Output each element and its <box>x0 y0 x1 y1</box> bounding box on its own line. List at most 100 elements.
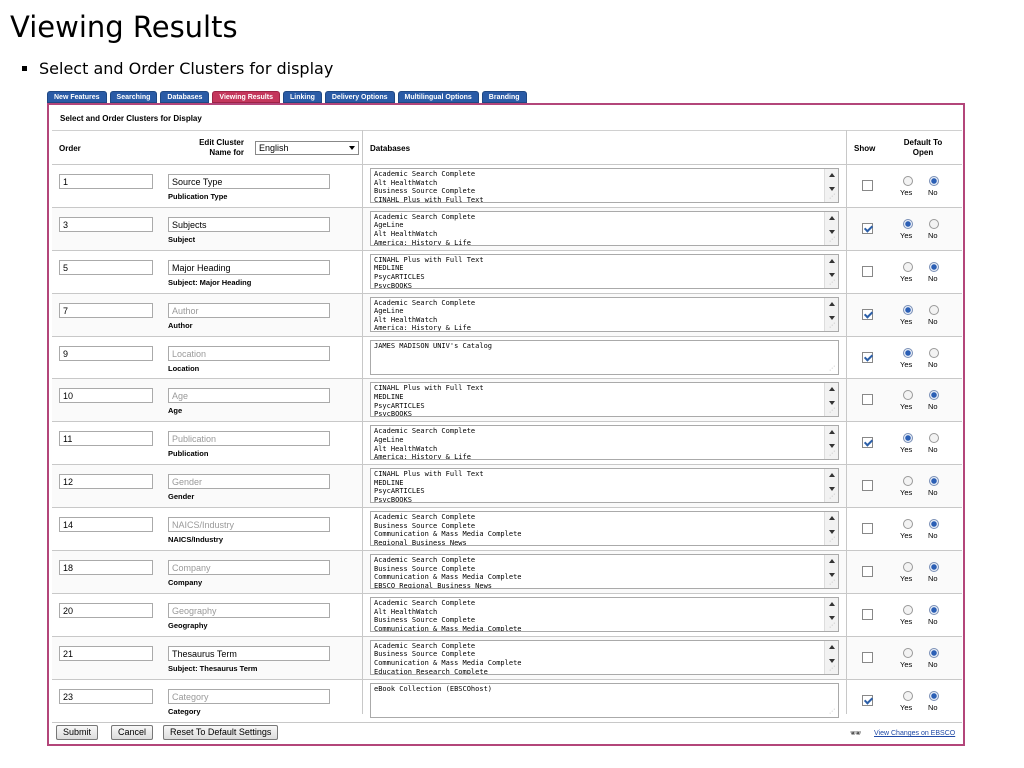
scroll-down-icon[interactable] <box>829 444 835 449</box>
default-open-yes-radio[interactable] <box>903 218 913 229</box>
default-open-no-radio[interactable] <box>929 562 939 573</box>
resize-grip-icon[interactable]: ⋰ <box>829 321 835 329</box>
show-checkbox[interactable] <box>862 180 873 191</box>
databases-list[interactable]: Academic Search Complete Alt HealthWatch B… <box>370 168 839 203</box>
cluster-name-input[interactable]: Publication <box>168 431 330 447</box>
cluster-name-input[interactable]: NAICS/Industry <box>168 517 330 533</box>
order-input[interactable]: 14 <box>59 517 153 533</box>
scroll-down-icon[interactable] <box>829 229 835 234</box>
show-checkbox[interactable] <box>862 265 873 277</box>
default-open-yes-radio[interactable] <box>903 562 913 573</box>
scrollbar[interactable] <box>824 254 838 288</box>
order-input[interactable]: 20 <box>59 602 153 618</box>
cluster-name-input[interactable]: Company <box>168 560 330 576</box>
show-checkbox[interactable] <box>862 480 873 492</box>
default-open-yes-radio[interactable] <box>903 647 913 658</box>
cluster-name-input[interactable]: Category <box>168 688 330 704</box>
resize-grip-icon[interactable]: ⋰ <box>829 579 835 587</box>
scroll-down-icon[interactable] <box>829 658 835 663</box>
scrollbar[interactable] <box>824 169 838 202</box>
scrollbar[interactable] <box>824 426 838 460</box>
show-checkbox[interactable] <box>862 308 873 320</box>
scroll-down-icon[interactable] <box>829 272 835 277</box>
default-open-no-radio[interactable] <box>929 218 939 229</box>
order-input[interactable]: 7 <box>59 302 153 318</box>
databases-list[interactable]: Academic Search Complete Business Source … <box>370 554 839 590</box>
cluster-name-input[interactable]: Major Heading <box>168 259 330 275</box>
default-open-yes-radio[interactable] <box>903 261 913 272</box>
default-open-yes-radio[interactable] <box>903 690 913 701</box>
scroll-up-icon[interactable] <box>829 301 835 306</box>
cluster-name-input[interactable]: Source Type <box>168 174 330 189</box>
databases-list[interactable]: Academic Search Complete AgeLine Alt Healt… <box>370 296 839 332</box>
show-checkbox[interactable] <box>862 437 873 449</box>
resize-grip-icon[interactable]: ⋰ <box>829 235 835 243</box>
show-checkbox[interactable] <box>862 566 873 578</box>
scrollbar[interactable] <box>824 211 838 245</box>
submit-button[interactable]: Submit <box>56 725 99 740</box>
show-checkbox[interactable] <box>862 523 873 535</box>
scroll-down-icon[interactable] <box>829 401 835 406</box>
databases-list[interactable]: CINAHL Plus with Full Text MEDLINE PsycART… <box>370 253 839 289</box>
databases-list[interactable]: Academic Search Complete Business Source … <box>370 511 839 547</box>
resize-grip-icon[interactable]: ⋰ <box>829 707 835 715</box>
default-open-yes-radio[interactable] <box>903 476 913 487</box>
scroll-down-icon[interactable] <box>829 615 835 620</box>
databases-list[interactable]: CINAHL Plus with Full Text MEDLINE PsycART… <box>370 382 839 418</box>
databases-list[interactable]: Academic Search Complete Business Source … <box>370 639 839 675</box>
resize-grip-icon[interactable]: ⋰ <box>829 664 835 672</box>
databases-list[interactable]: eBook Collection (EBSCOhost) ⋰ <box>370 682 839 718</box>
default-open-no-radio[interactable] <box>929 647 939 658</box>
default-open-no-radio[interactable] <box>929 690 939 701</box>
tab-databases[interactable]: Databases <box>160 91 210 103</box>
order-input[interactable]: 3 <box>59 216 153 232</box>
databases-list[interactable]: JAMES MADISON UNIV's Catalog ⋰ <box>370 339 839 375</box>
scrollbar[interactable] <box>824 383 838 417</box>
databases-list[interactable]: Academic Search Complete AgeLine Alt Healt… <box>370 425 839 461</box>
tab-searching[interactable]: Searching <box>109 91 158 103</box>
default-open-yes-radio[interactable] <box>903 347 913 358</box>
language-select[interactable]: English <box>255 141 359 155</box>
reset-defaults-button[interactable]: Reset To Default Settings <box>163 725 279 740</box>
scrollbar[interactable] <box>824 597 838 631</box>
show-checkbox[interactable] <box>862 351 873 363</box>
default-open-yes-radio[interactable] <box>903 390 913 401</box>
default-open-yes-radio[interactable] <box>903 433 913 444</box>
scroll-down-icon[interactable] <box>829 530 835 535</box>
default-open-yes-radio[interactable] <box>903 604 913 615</box>
default-open-no-radio[interactable] <box>929 604 939 615</box>
scroll-down-icon[interactable] <box>829 573 835 578</box>
scrollbar[interactable] <box>824 297 838 331</box>
order-input[interactable]: 21 <box>59 645 153 661</box>
scroll-down-icon[interactable] <box>829 487 835 492</box>
resize-grip-icon[interactable]: ⋰ <box>829 536 835 544</box>
databases-list[interactable]: Academic Search Complete Alt HealthWatch B… <box>370 596 839 632</box>
cluster-name-input[interactable]: Age <box>168 388 330 404</box>
default-open-yes-radio[interactable] <box>903 304 913 315</box>
order-input[interactable]: 5 <box>59 259 153 275</box>
cluster-name-input[interactable]: Location <box>168 345 330 361</box>
default-open-no-radio[interactable] <box>929 347 939 358</box>
view-changes-link[interactable]: View Changes on EBSCO <box>874 730 956 737</box>
scroll-up-icon[interactable] <box>829 258 835 263</box>
cluster-name-input[interactable]: Subjects <box>168 216 330 232</box>
cluster-name-input[interactable]: Thesaurus Term <box>168 645 330 661</box>
order-input[interactable]: 23 <box>59 688 153 704</box>
resize-grip-icon[interactable]: ⋰ <box>829 193 835 200</box>
order-input[interactable]: 11 <box>59 431 153 447</box>
tab-branding[interactable]: Branding <box>481 91 527 103</box>
resize-grip-icon[interactable]: ⋰ <box>829 493 835 501</box>
resize-grip-icon[interactable]: ⋰ <box>829 364 835 372</box>
scroll-up-icon[interactable] <box>829 559 835 564</box>
tab-delivery-options[interactable]: Delivery Options <box>324 91 395 103</box>
order-input[interactable]: 9 <box>59 345 153 361</box>
default-open-no-radio[interactable] <box>929 433 939 444</box>
show-checkbox[interactable] <box>862 222 873 234</box>
scroll-up-icon[interactable] <box>829 473 835 478</box>
cancel-button[interactable]: Cancel <box>111 725 154 740</box>
cluster-name-input[interactable]: Author <box>168 302 330 318</box>
tab-new-features[interactable]: New Features <box>47 91 107 103</box>
resize-grip-icon[interactable]: ⋰ <box>829 278 835 286</box>
default-open-yes-radio[interactable] <box>903 176 913 186</box>
scrollbar[interactable] <box>824 512 838 546</box>
